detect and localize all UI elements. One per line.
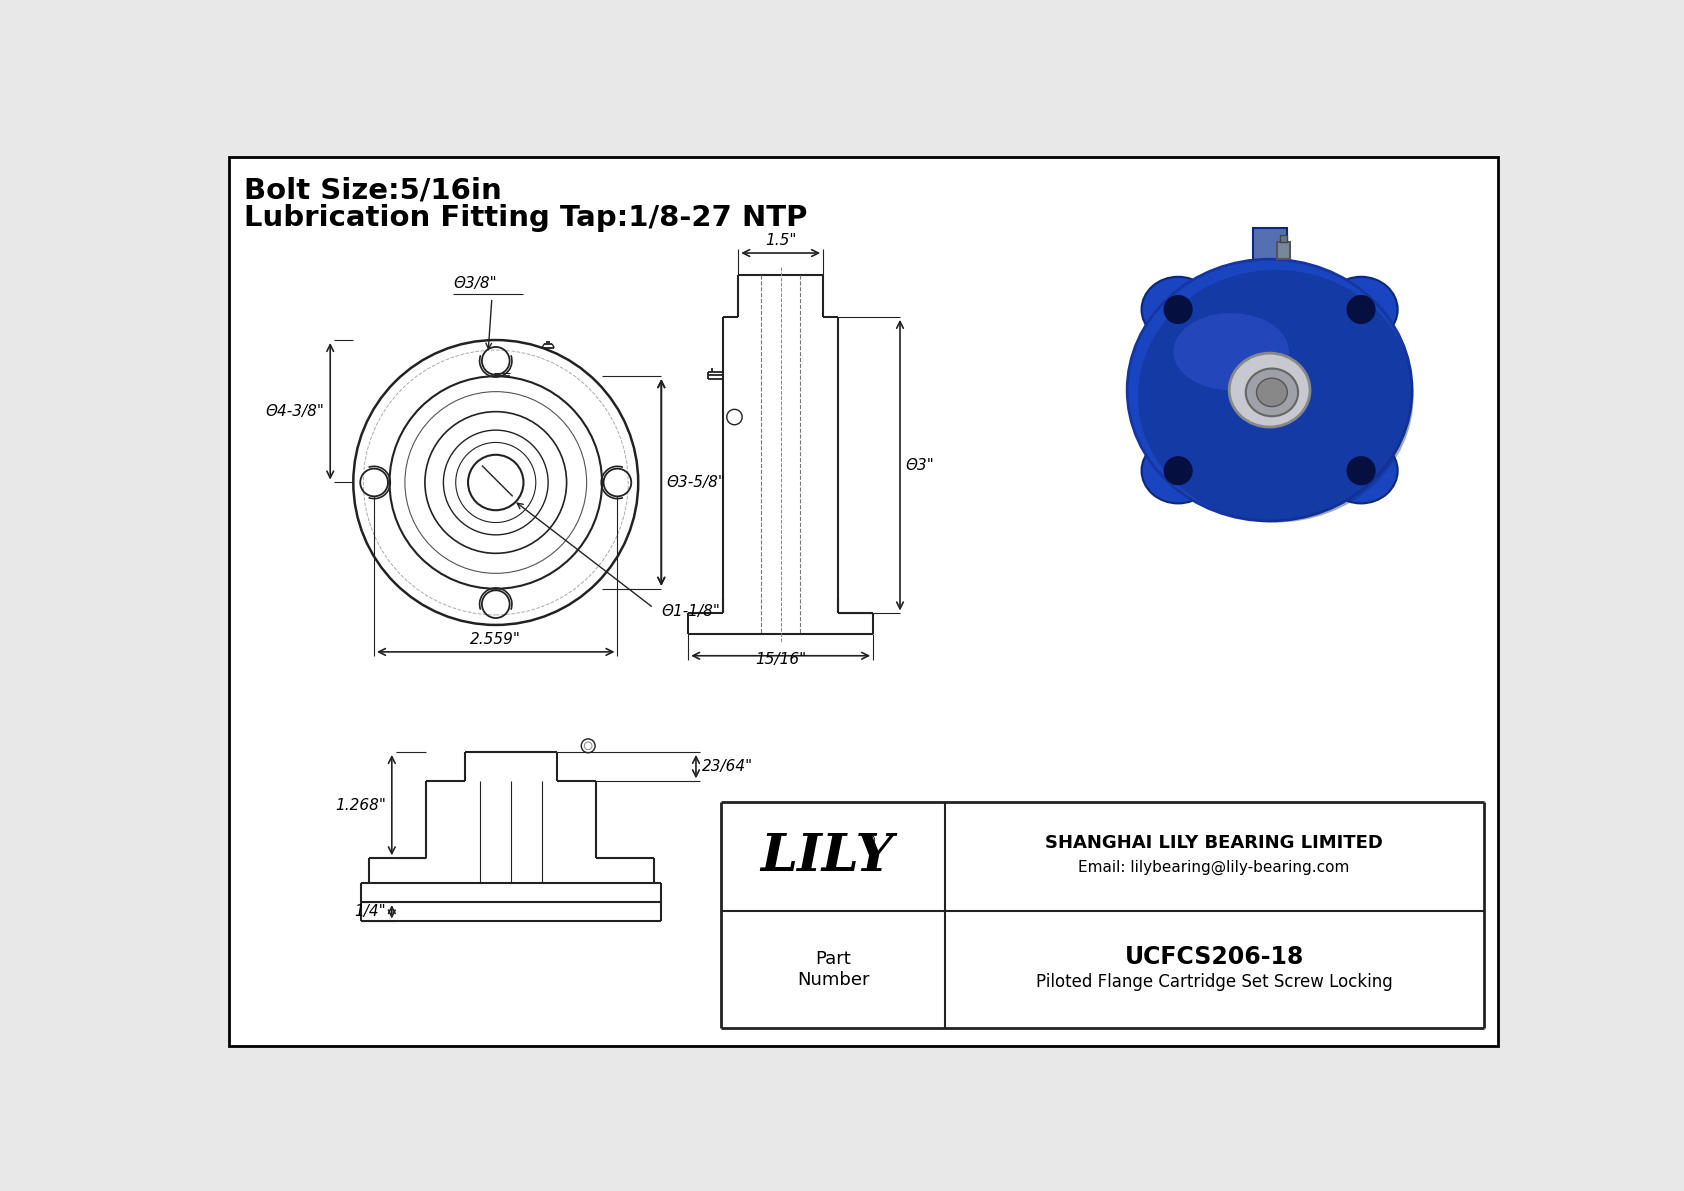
FancyBboxPatch shape <box>1253 229 1287 279</box>
Text: 2.559": 2.559" <box>470 632 520 647</box>
Text: Bolt Size:5/16in: Bolt Size:5/16in <box>244 176 502 204</box>
Ellipse shape <box>1256 379 1287 406</box>
Text: Θ3/8": Θ3/8" <box>453 276 497 291</box>
Ellipse shape <box>1174 313 1288 391</box>
Text: 15/16": 15/16" <box>754 651 807 667</box>
Text: Θ4-3/8": Θ4-3/8" <box>264 404 323 419</box>
Circle shape <box>1164 295 1192 324</box>
Ellipse shape <box>1142 276 1214 342</box>
Text: Θ3": Θ3" <box>906 457 935 473</box>
Circle shape <box>1347 457 1374 485</box>
Text: 1/4": 1/4" <box>354 904 386 919</box>
Circle shape <box>1164 457 1192 485</box>
Circle shape <box>1347 295 1374 324</box>
Text: LILY: LILY <box>759 831 894 883</box>
Text: Θ1-1/8": Θ1-1/8" <box>662 604 721 619</box>
Bar <box>1276 242 1290 260</box>
Ellipse shape <box>1127 260 1413 520</box>
Text: SHANGHAI LILY BEARING LIMITED: SHANGHAI LILY BEARING LIMITED <box>1046 834 1383 852</box>
Text: Θ3-5/8": Θ3-5/8" <box>667 475 726 490</box>
Text: 1.5": 1.5" <box>765 233 797 249</box>
Bar <box>1280 235 1287 242</box>
Ellipse shape <box>1138 270 1413 523</box>
Text: 1.268": 1.268" <box>335 798 386 812</box>
Text: UCFCS206-18: UCFCS206-18 <box>1125 946 1303 969</box>
Text: Lubrication Fitting Tap:1/8-27 NTP: Lubrication Fitting Tap:1/8-27 NTP <box>244 204 807 232</box>
Text: Email: lilybearing@lily-bearing.com: Email: lilybearing@lily-bearing.com <box>1078 860 1351 875</box>
Ellipse shape <box>1325 276 1398 342</box>
Ellipse shape <box>1325 438 1398 504</box>
Text: 23/64": 23/64" <box>702 759 753 774</box>
Text: ®: ® <box>862 834 877 849</box>
Ellipse shape <box>1229 353 1310 428</box>
Text: Part
Number: Part Number <box>797 950 869 989</box>
Text: Piloted Flange Cartridge Set Screw Locking: Piloted Flange Cartridge Set Screw Locki… <box>1036 973 1393 991</box>
Ellipse shape <box>1246 368 1298 417</box>
Ellipse shape <box>1142 438 1214 504</box>
